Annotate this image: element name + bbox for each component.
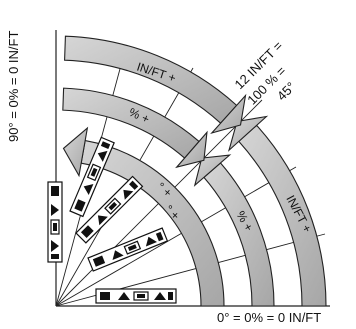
inner-arrowhead <box>62 126 89 178</box>
bands <box>62 35 327 307</box>
bottom-label: 0° = 0% = 0 IN/FT <box>217 310 321 325</box>
radial-line-30 <box>55 166 297 307</box>
outer-top-arrowhead <box>210 93 247 135</box>
middle-right-arrowhead <box>193 154 232 187</box>
middle-top-arrowhead <box>175 130 208 169</box>
outer-top-arc <box>64 35 238 124</box>
spirit-level-icon <box>95 288 177 304</box>
middle-top-arc <box>62 87 200 159</box>
left-label: 90° = 0% = 0 IN/FT <box>6 31 21 142</box>
spirit-level-icon <box>47 181 63 263</box>
